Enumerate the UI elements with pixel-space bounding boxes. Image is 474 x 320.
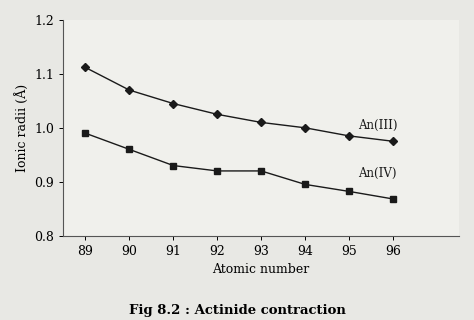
Text: An(IV): An(IV) xyxy=(358,167,396,180)
Y-axis label: Ionic radii (Å): Ionic radii (Å) xyxy=(15,84,29,172)
Text: Fig 8.2 : Actinide contraction: Fig 8.2 : Actinide contraction xyxy=(128,304,346,317)
Text: An(III): An(III) xyxy=(358,119,397,132)
X-axis label: Atomic number: Atomic number xyxy=(212,263,310,276)
